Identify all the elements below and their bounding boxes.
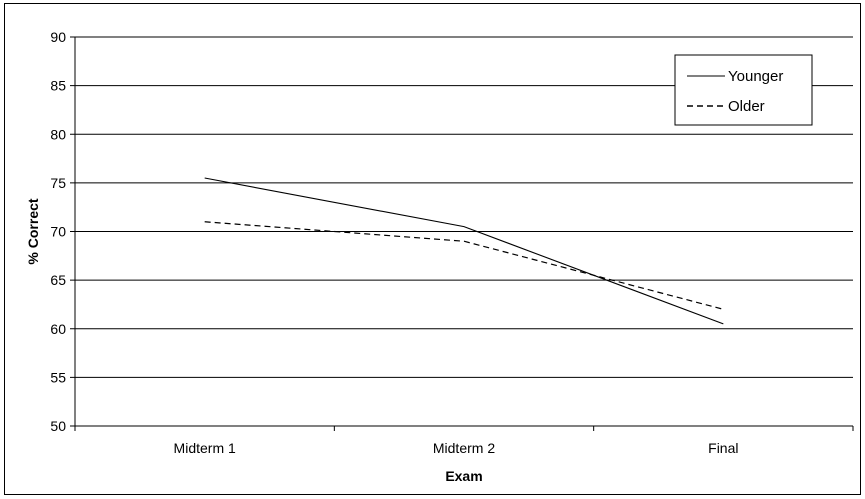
axes (70, 36, 854, 431)
legend-box (674, 54, 813, 126)
y-tick-label: 65 (50, 272, 66, 288)
x-tick-label: Final (708, 440, 738, 456)
x-axis-title: Exam (445, 468, 482, 484)
y-tick-labels: 50 55 60 65 70 75 80 85 90 (50, 29, 66, 434)
series-line-older (204, 221, 724, 310)
y-tick-label: 75 (50, 175, 66, 191)
series-lines (204, 177, 724, 325)
y-axis-title: % Correct (25, 198, 41, 264)
y-tick-label: 55 (50, 369, 66, 385)
series-line-younger (204, 177, 724, 325)
legend-label-younger: Younger (728, 68, 783, 85)
x-tick-label: Midterm 2 (433, 440, 495, 456)
y-tick-label: 50 (50, 418, 66, 434)
y-tick-label: 85 (50, 78, 66, 94)
legend-label-older: Older (728, 98, 765, 115)
y-tick-label: 90 (50, 29, 66, 45)
legend: Younger Older (674, 54, 813, 126)
y-tick-label: 60 (50, 321, 66, 337)
x-tick-label: Midterm 1 (174, 440, 236, 456)
x-tick-labels: Midterm 1 Midterm 2 Final (174, 440, 739, 456)
y-tick-label: 80 (50, 126, 66, 142)
y-tick-label: 70 (50, 224, 66, 240)
